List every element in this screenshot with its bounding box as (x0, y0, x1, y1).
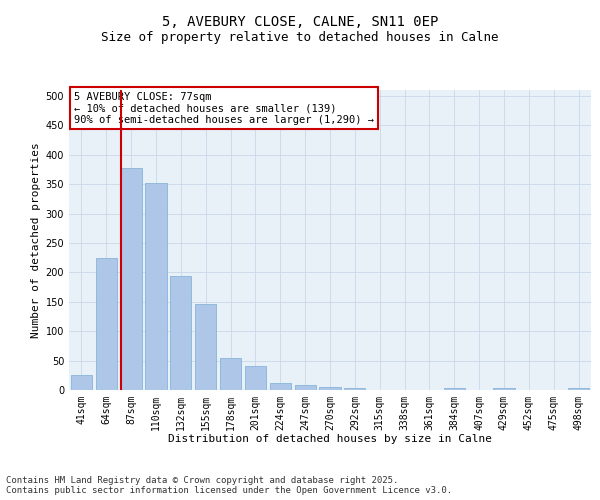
Text: Size of property relative to detached houses in Calne: Size of property relative to detached ho… (101, 31, 499, 44)
Bar (295, 386, 316, 390)
Y-axis label: Number of detached properties: Number of detached properties (31, 142, 41, 338)
Bar (145, 183, 167, 390)
X-axis label: Distribution of detached houses by size in Calne: Distribution of detached houses by size … (168, 434, 492, 444)
Bar (344, 388, 365, 390)
Bar (71, 376, 92, 390)
Text: Contains HM Land Registry data © Crown copyright and database right 2025.
Contai: Contains HM Land Registry data © Crown c… (6, 476, 452, 495)
Bar (245, 366, 266, 390)
Text: 5 AVEBURY CLOSE: 77sqm
← 10% of detached houses are smaller (139)
90% of semi-de: 5 AVEBURY CLOSE: 77sqm ← 10% of detached… (74, 92, 374, 124)
Bar (170, 276, 191, 390)
Bar (195, 304, 216, 390)
Bar (270, 383, 291, 390)
Bar (121, 168, 142, 390)
Bar (493, 388, 515, 390)
Text: 5, AVEBURY CLOSE, CALNE, SN11 0EP: 5, AVEBURY CLOSE, CALNE, SN11 0EP (162, 16, 438, 30)
Bar (319, 387, 341, 390)
Bar (96, 258, 117, 390)
Bar (220, 358, 241, 390)
Bar (444, 388, 465, 390)
Bar (568, 388, 589, 390)
